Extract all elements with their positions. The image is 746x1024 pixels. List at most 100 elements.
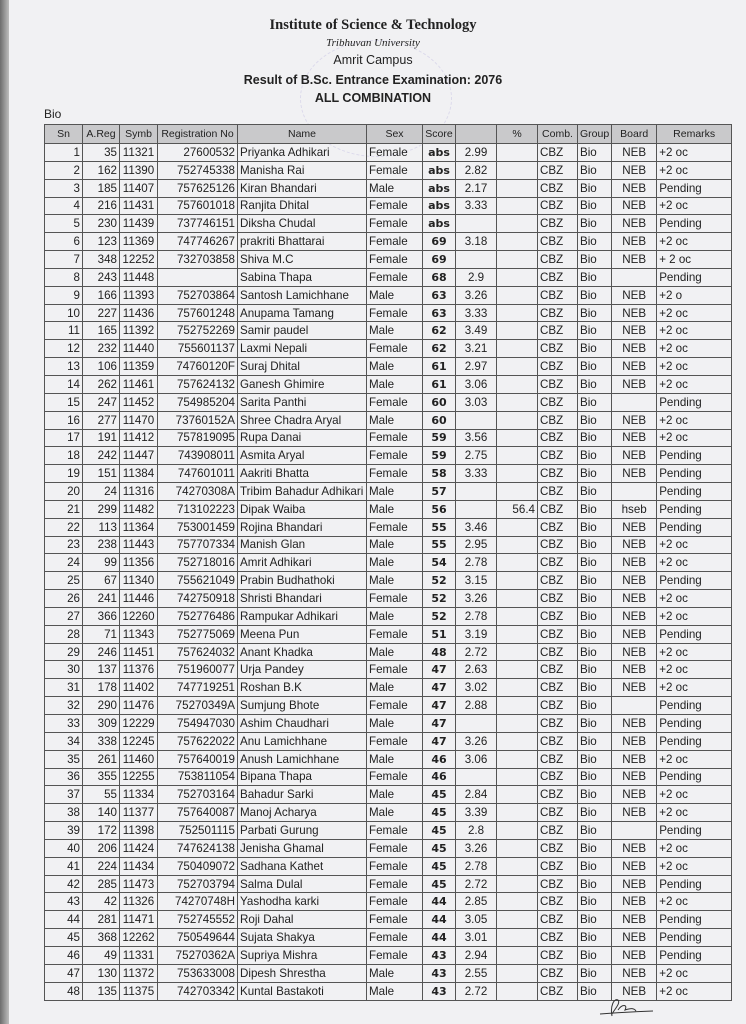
cell-combination: CBZ <box>537 178 578 198</box>
table-row: 11 165 11392 752752269 Samir paudel Male 62 3.4… <box>44 321 733 341</box>
cell-group: Bio <box>576 250 613 269</box>
cell-name: Suraj Dhital <box>237 357 367 376</box>
cell-symbol: 11451 <box>119 642 158 662</box>
cell-remarks: Pending <box>656 714 733 733</box>
cell-gpa: 2.55 <box>455 963 497 983</box>
cell-symbol: 11443 <box>119 535 158 555</box>
cell-sex: Female <box>366 910 423 930</box>
cell-registration-no: 737746151 <box>157 214 238 234</box>
cell-gpa: 3.02 <box>455 678 497 698</box>
cell-sn: 44 <box>44 910 83 930</box>
cell-percent <box>496 196 538 216</box>
cell-name: Rupa Danai <box>237 428 367 448</box>
cell-board: NEB <box>611 606 658 626</box>
cell-name: Dipesh Shrestha <box>237 963 367 983</box>
cell-sex: Female <box>366 821 423 840</box>
cell-combination: CBZ <box>537 767 578 787</box>
cell-sex: Female <box>366 928 423 947</box>
cell-group: Bio <box>576 214 613 234</box>
cell-symbol: 11434 <box>119 856 158 876</box>
cell-combination: CBZ <box>537 160 578 180</box>
scan-edge <box>0 0 9 1024</box>
university-name: Tribhuvan University <box>326 37 420 49</box>
cell-remarks: +2 oc <box>656 357 733 376</box>
cell-sn: 40 <box>44 838 83 858</box>
cell-board <box>611 267 658 287</box>
cell-name: Dipak Waiba <box>237 499 367 519</box>
table-row: 40 206 11424 747624138 Jenisha Ghamal Female 4… <box>44 838 733 858</box>
cell-combination: CBZ <box>537 785 578 805</box>
cell-gpa: 2.99 <box>455 143 497 162</box>
cell-symbol: 11440 <box>119 339 158 359</box>
cell-group: Bio <box>576 553 613 573</box>
cell-sex: Male <box>366 963 423 983</box>
cell-sn: 1 <box>44 143 83 162</box>
cell-percent <box>496 767 538 787</box>
cell-score: abs <box>422 160 456 180</box>
cell-sex: Female <box>366 464 423 484</box>
cell-gpa: 2.82 <box>455 160 497 180</box>
cell-group: Bio <box>576 749 613 769</box>
cell-name: Anant Khadka <box>237 642 367 662</box>
cell-percent <box>496 624 538 644</box>
cell-group: Bio <box>576 143 613 162</box>
cell-gpa: 3.26 <box>455 589 497 608</box>
cell-registration-no: 750409072 <box>157 856 238 876</box>
cell-a-reg: 227 <box>82 303 120 323</box>
table-row: 36 355 12255 753811054 Bipana Thapa Female 46 C… <box>44 767 733 787</box>
cell-board: NEB <box>611 767 658 787</box>
cell-group: Bio <box>576 232 613 252</box>
cell-name: Sumjung Bhote <box>237 696 367 715</box>
cell-percent <box>496 963 538 983</box>
table-header-row: Sn A.Reg Symb Registration No Name Sex Score% C… <box>44 124 733 144</box>
column-header: Board <box>611 124 658 144</box>
cell-remarks: Pending <box>656 267 733 287</box>
cell-group: Bio <box>576 374 613 394</box>
cell-group: Bio <box>576 178 613 198</box>
cell-percent <box>496 910 538 930</box>
table-row: 35 261 11460 757640019 Anush Lamichhane Male 4… <box>44 749 733 769</box>
cell-percent <box>496 803 538 823</box>
cell-combination: CBZ <box>537 589 578 608</box>
cell-registration-no: 752703164 <box>157 785 238 805</box>
cell-gpa: 3.05 <box>455 910 497 930</box>
cell-sex: Female <box>366 446 423 466</box>
cell-sex: Female <box>366 731 423 751</box>
cell-sex: Male <box>366 321 423 341</box>
cell-gpa: 2.8 <box>455 821 497 840</box>
cell-sex: Female <box>366 856 423 876</box>
cell-group: Bio <box>576 803 613 823</box>
cell-score: 43 <box>422 945 456 965</box>
cell-combination: CBZ <box>537 339 578 359</box>
cell-symbol: 11398 <box>119 821 158 840</box>
column-header: Symb <box>119 124 158 144</box>
cell-sn: 33 <box>44 714 83 733</box>
cell-a-reg: 166 <box>82 285 120 305</box>
institute-name: Institute of Science & Technology <box>269 17 477 33</box>
cell-combination: CBZ <box>537 517 578 537</box>
cell-registration-no: 750549644 <box>157 928 238 947</box>
cell-percent <box>496 374 538 394</box>
cell-registration-no: 757625126 <box>157 178 238 198</box>
cell-gpa: 3.21 <box>455 339 497 359</box>
cell-a-reg: 299 <box>82 499 120 519</box>
cell-percent <box>496 178 538 198</box>
cell-symbol: 11460 <box>119 749 158 769</box>
cell-registration-no: 757707334 <box>157 535 238 555</box>
column-header: Comb. <box>537 124 578 144</box>
cell-group: Bio <box>576 517 613 537</box>
cell-percent <box>496 928 538 947</box>
cell-percent <box>496 892 538 912</box>
cell-sex: Male <box>366 606 423 626</box>
cell-combination: CBZ <box>537 856 578 876</box>
cell-board: NEB <box>611 374 658 394</box>
cell-a-reg: 216 <box>82 196 120 216</box>
cell-score: 45 <box>422 821 456 840</box>
cell-group: Bio <box>576 821 613 840</box>
cell-group: Bio <box>576 660 613 680</box>
cell-sex: Female <box>366 267 423 287</box>
cell-registration-no: 752501115 <box>157 821 238 840</box>
cell-registration-no: 27600532 <box>157 143 238 162</box>
cell-remarks: Pending <box>656 821 733 840</box>
cell-sex: Female <box>366 945 423 965</box>
